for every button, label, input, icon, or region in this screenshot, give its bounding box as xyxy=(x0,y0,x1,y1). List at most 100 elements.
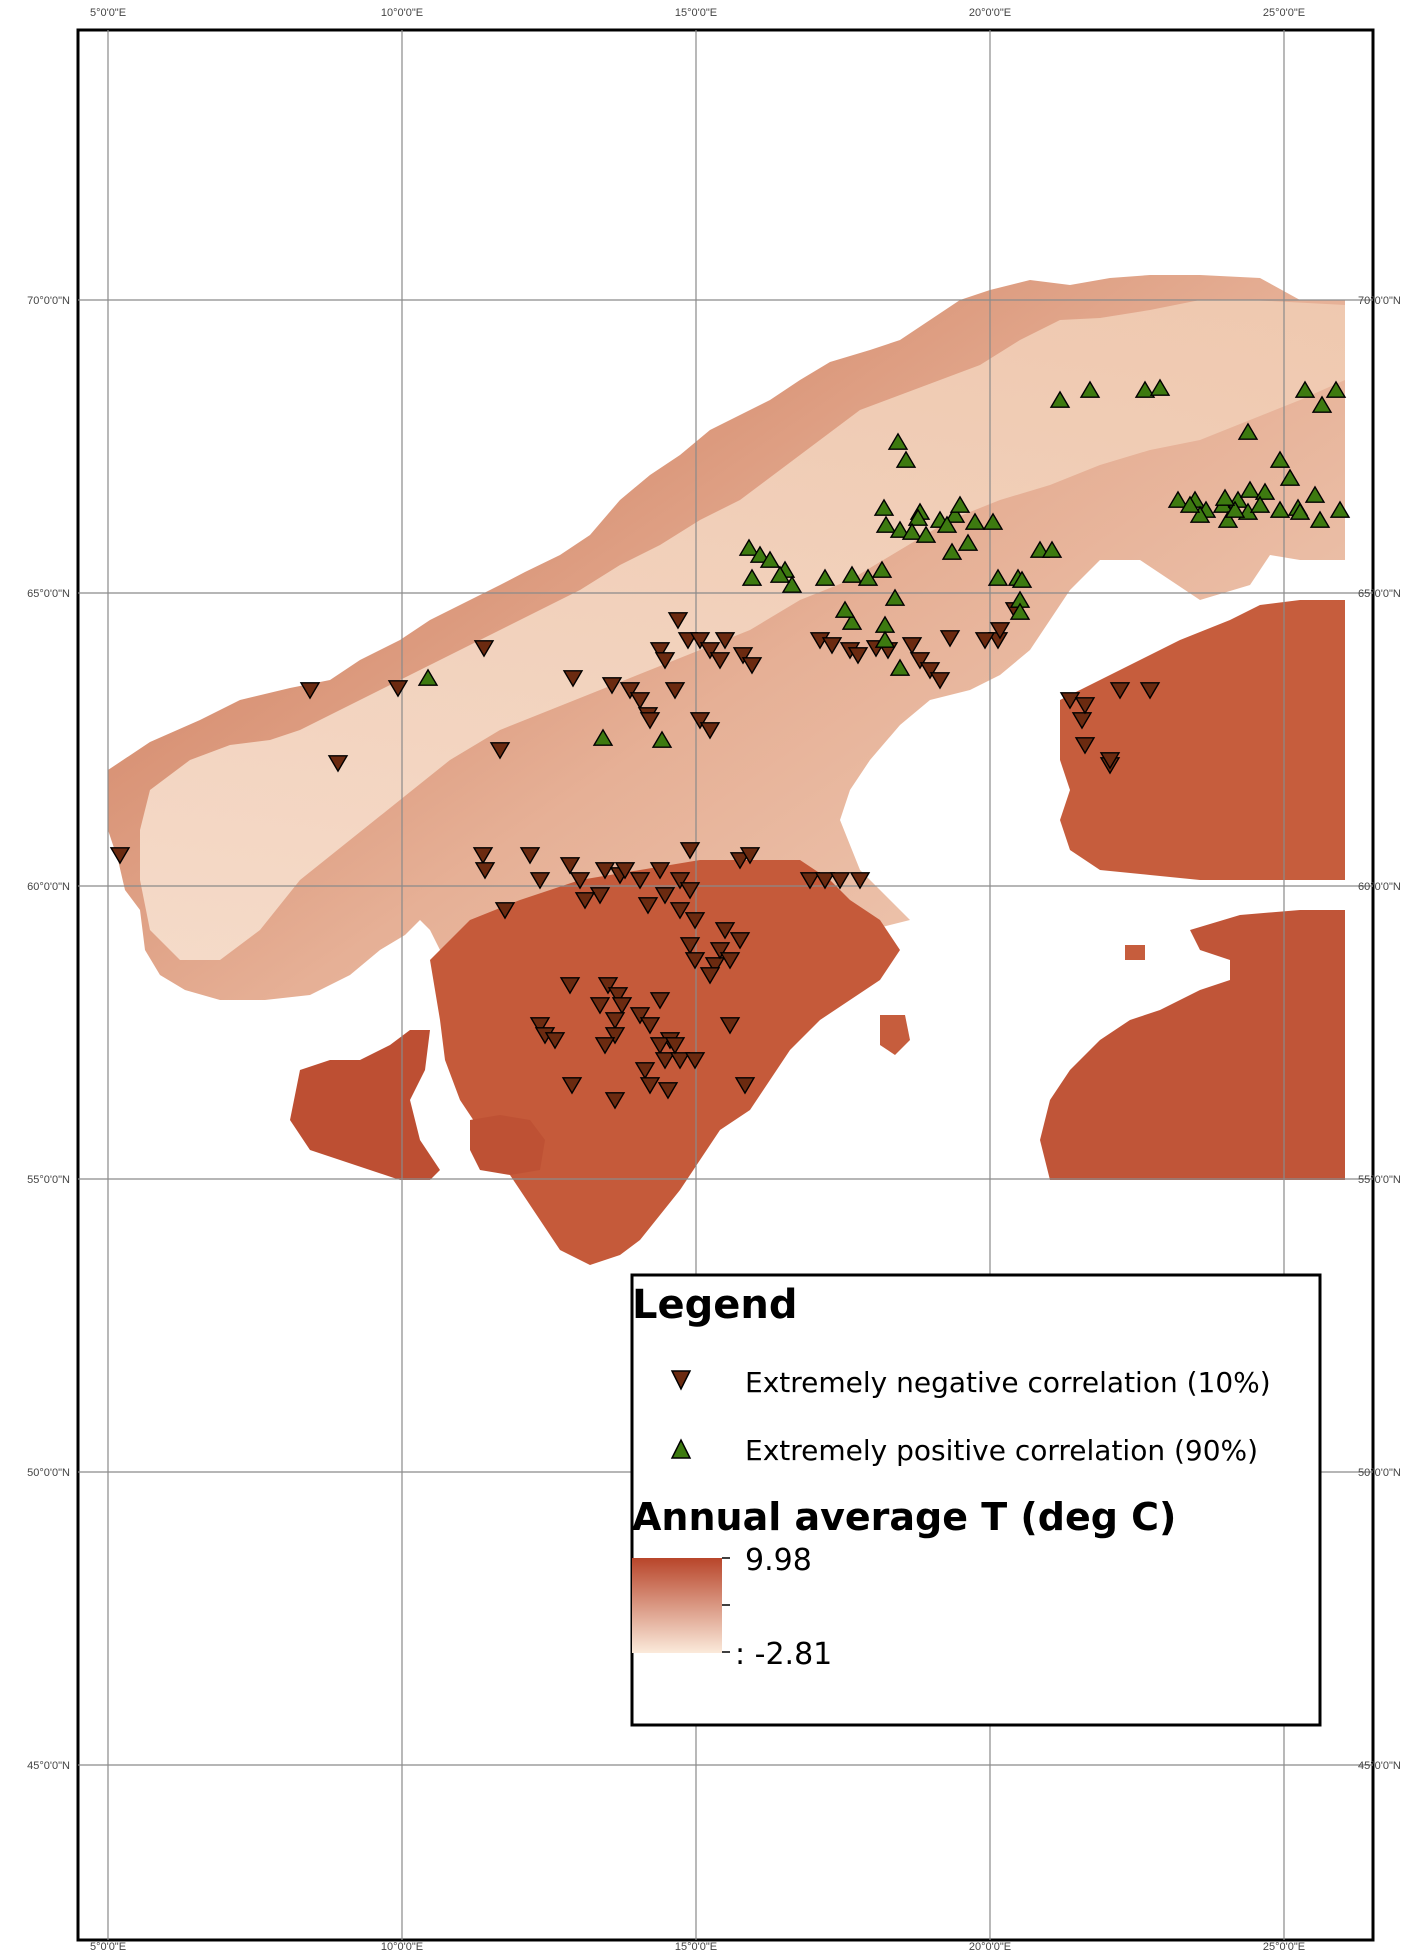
negative-correlation-marker xyxy=(529,872,551,890)
negative-correlation-marker xyxy=(639,1077,661,1095)
negative-correlation-marker xyxy=(594,862,616,880)
legend-box xyxy=(630,1273,1322,1727)
negative-correlation-marker xyxy=(1139,682,1161,700)
latitude-tick-label-left: 45°0'0"N xyxy=(27,1760,70,1772)
negative-correlation-marker xyxy=(299,682,321,700)
latitude-tick-label-right: 55°0'0"N xyxy=(1358,1174,1401,1186)
negative-correlation-marker xyxy=(494,902,516,920)
longitude-tick-label-top: 5°0'0"E xyxy=(90,7,126,19)
negative-correlation-marker xyxy=(614,862,636,880)
negative-correlation-marker xyxy=(597,977,619,995)
positive-correlation-marker xyxy=(1304,485,1326,503)
negative-correlation-marker xyxy=(649,862,671,880)
positive-correlation-marker xyxy=(651,730,673,748)
negative-correlation-marker xyxy=(589,997,611,1015)
negative-correlation-marker xyxy=(732,647,754,665)
negative-correlation-marker xyxy=(559,977,581,995)
positive-correlation-marker xyxy=(781,575,803,593)
positive-marker-swatch xyxy=(670,1438,692,1459)
negative-correlation-marker xyxy=(814,872,836,890)
negative-correlation-marker xyxy=(741,657,763,675)
positive-correlation-marker xyxy=(884,588,906,606)
negative-correlation-marker xyxy=(989,622,1011,640)
negative-correlation-marker xyxy=(664,682,686,700)
negative-correlation-marker xyxy=(684,912,706,930)
negative-correlation-marker xyxy=(684,952,706,970)
negative-correlation-marker xyxy=(901,637,923,655)
negative-correlation-marker xyxy=(849,872,871,890)
ramp-max-label: 9.98 xyxy=(745,1543,812,1578)
negative-correlation-marker xyxy=(604,1027,626,1045)
positive-correlation-marker xyxy=(1049,390,1071,408)
negative-correlation-marker xyxy=(559,857,581,875)
ramp-title: Annual average T (deg C) xyxy=(632,1495,1176,1539)
positive-correlation-marker xyxy=(814,568,836,586)
positive-correlation-marker xyxy=(1217,510,1239,528)
negative-correlation-marker xyxy=(654,887,676,905)
negative-correlation-marker xyxy=(729,932,751,950)
negative-correlation-marker xyxy=(489,742,511,760)
negative-correlation-marker xyxy=(109,847,131,865)
negative-correlation-marker xyxy=(473,640,495,658)
positive-correlation-marker xyxy=(592,728,614,746)
positive-correlation-marker xyxy=(1289,502,1311,520)
negative-correlation-marker xyxy=(472,847,494,865)
negative-correlation-marker xyxy=(684,1052,706,1070)
gotland-land xyxy=(880,1015,910,1055)
positive-correlation-marker xyxy=(759,550,781,568)
latitude-tick-label-right: 45°0'0"N xyxy=(1358,1760,1401,1772)
negative-correlation-marker xyxy=(669,902,691,920)
positive-correlation-marker xyxy=(1224,500,1246,518)
positive-correlation-marker xyxy=(1134,380,1156,398)
baltic-land xyxy=(1040,910,1345,1180)
negative-correlation-marker xyxy=(829,872,851,890)
negative-correlation-marker xyxy=(714,922,736,940)
negative-correlation-marker xyxy=(562,670,584,688)
negative-correlation-marker xyxy=(704,957,726,975)
negative-correlation-marker xyxy=(821,637,843,655)
positive-correlation-marker xyxy=(1294,380,1316,398)
positive-correlation-marker xyxy=(949,495,971,513)
positive-correlation-marker xyxy=(895,450,917,468)
negative-correlation-marker xyxy=(1059,692,1081,710)
graticule: 5°0'0"E 5°0'0"E 10°0'0"E 10°0'0"E 15°0'0"E 15… xyxy=(27,7,1401,1953)
latitude-tick-label-right: 70°0'0"N xyxy=(1358,295,1401,307)
legend-item-positive: Extremely positive correlation (90%) xyxy=(745,1434,1258,1467)
latitude-tick-label-right: 60°0'0"N xyxy=(1358,881,1401,893)
positive-correlation-marker xyxy=(1269,450,1291,468)
positive-correlation-marker xyxy=(834,600,856,618)
positive-correlation-marker xyxy=(841,565,863,583)
longitude-tick-label-top: 15°0'0"E xyxy=(675,7,717,19)
legend-title: Legend xyxy=(632,1282,798,1328)
negative-correlation-marker xyxy=(719,1017,741,1035)
negative-correlation-marker xyxy=(474,862,496,880)
latitude-tick-label-left: 65°0'0"N xyxy=(27,588,70,600)
positive-correlation-marker xyxy=(1311,395,1333,413)
positive-correlation-marker xyxy=(1254,482,1276,500)
positive-correlation-marker xyxy=(1167,490,1189,508)
positive-correlation-marker xyxy=(1239,480,1261,498)
negative-correlation-marker xyxy=(529,1017,551,1035)
positive-correlation-marker xyxy=(871,560,893,578)
negative-correlation-marker xyxy=(604,1012,626,1030)
negative-correlation-marker xyxy=(847,647,869,665)
latitude-tick-label-left: 60°0'0"N xyxy=(27,881,70,893)
longitude-tick-label-bottom: 5°0'0"E xyxy=(90,1941,126,1953)
negative-correlation-marker xyxy=(654,1052,676,1070)
legend: Legend Extremely negative correlation (1… xyxy=(630,1273,1322,1727)
positive-correlation-marker xyxy=(944,505,966,523)
positive-correlation-marker xyxy=(1041,540,1063,558)
negative-correlation-marker xyxy=(619,682,641,700)
positive-correlation-marker xyxy=(738,538,760,556)
positive-correlation-marker xyxy=(941,542,963,560)
negative-correlation-marker xyxy=(799,872,821,890)
longitude-tick-label-top: 25°0'0"E xyxy=(1263,7,1305,19)
negative-correlation-marker xyxy=(561,1077,583,1095)
legend-item-negative: Extremely negative correlation (10%) xyxy=(745,1366,1271,1399)
negative-correlation-marker xyxy=(544,1032,566,1050)
longitude-tick-label-bottom: 20°0'0"E xyxy=(969,1941,1011,1953)
positive-correlation-marker xyxy=(1011,570,1033,588)
negative-correlation-marker xyxy=(679,882,701,900)
denmark-islands xyxy=(470,1115,545,1175)
longitude-tick-label-top: 10°0'0"E xyxy=(381,7,423,19)
